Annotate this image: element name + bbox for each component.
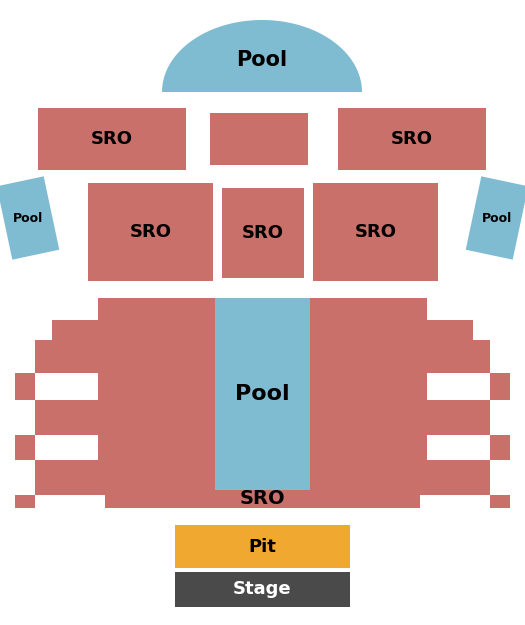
Bar	[427, 435, 490, 460]
Bar	[38, 108, 186, 170]
Polygon shape	[162, 20, 362, 92]
Text: Pool: Pool	[235, 384, 290, 404]
Text: SRO: SRO	[130, 223, 172, 241]
Polygon shape	[15, 285, 215, 508]
Bar	[338, 108, 486, 170]
Text: Pool: Pool	[236, 50, 288, 70]
Polygon shape	[205, 490, 320, 508]
Text: SRO: SRO	[91, 130, 133, 148]
Bar	[35, 435, 98, 460]
Bar	[175, 525, 350, 568]
Text: SRO: SRO	[354, 223, 396, 241]
Polygon shape	[0, 176, 59, 259]
Polygon shape	[466, 176, 525, 259]
Text: Pool: Pool	[13, 211, 43, 224]
Text: Pool: Pool	[482, 211, 512, 224]
Polygon shape	[310, 285, 510, 508]
Text: SRO: SRO	[242, 224, 284, 242]
Bar	[222, 188, 304, 278]
Text: Pit: Pit	[248, 538, 277, 556]
Text: SRO: SRO	[239, 489, 285, 509]
Bar	[35, 373, 98, 400]
Bar	[88, 183, 213, 281]
Bar	[427, 373, 490, 400]
Bar	[210, 113, 308, 165]
Text: SRO: SRO	[391, 130, 433, 148]
Text: Stage: Stage	[233, 581, 292, 599]
Bar	[175, 572, 350, 607]
Bar	[215, 298, 310, 490]
Bar	[313, 183, 438, 281]
